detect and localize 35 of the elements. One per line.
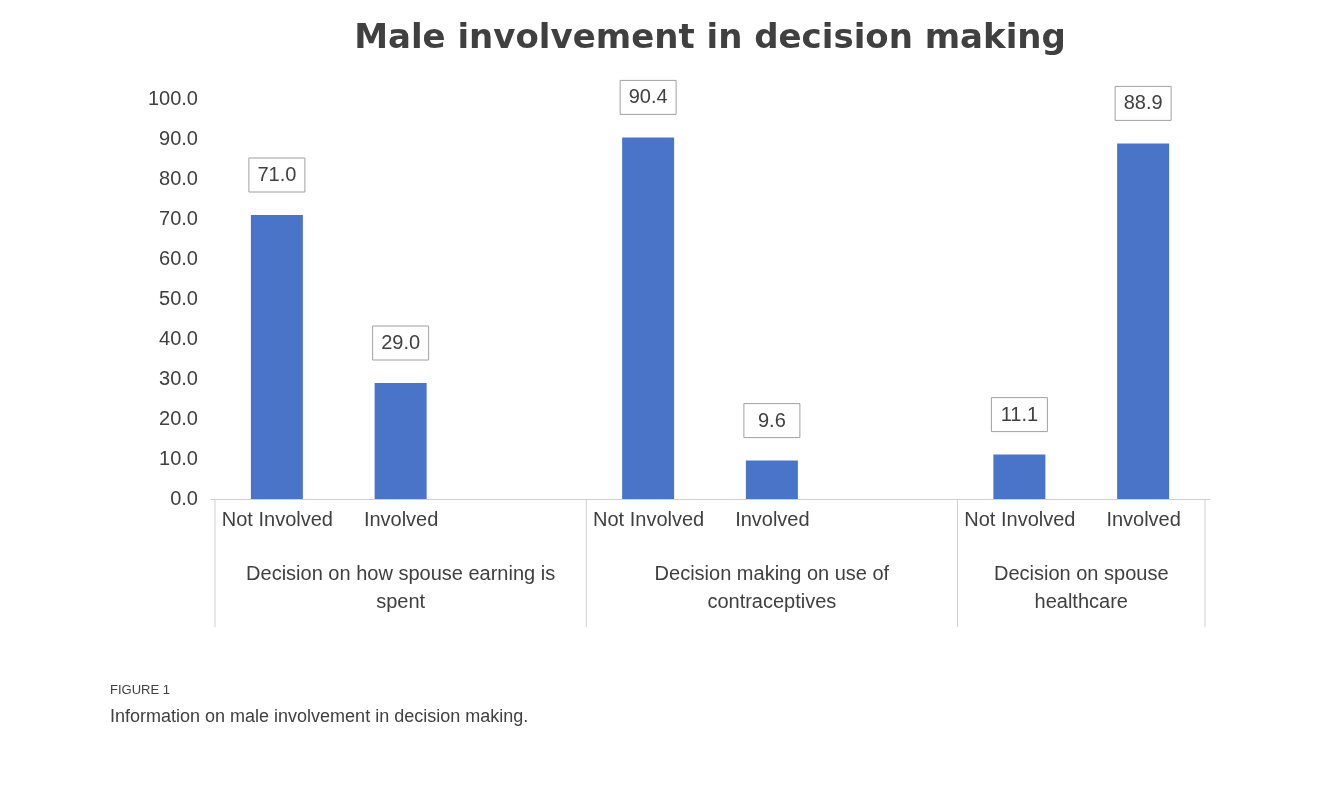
bar — [1117, 143, 1170, 499]
text: Information on male involvement in decision making. — [110, 706, 529, 726]
x-tick-label: Involved — [1106, 507, 1181, 530]
y-tick-label: 30.0 — [159, 367, 198, 389]
text: Decision on how spouse earning is spent — [246, 562, 556, 612]
caption: FIGURE 1 — [110, 682, 170, 697]
bar — [374, 383, 427, 499]
text: Decision making on use of contraceptives — [654, 562, 890, 612]
y-tick-label: 80.0 — [159, 167, 198, 189]
y-tick-label: 70.0 — [159, 207, 198, 229]
y-tick-label: 90.0 — [159, 127, 198, 149]
x-tick-label: Not Involved — [593, 507, 705, 530]
data-label: 71.0 — [257, 163, 297, 185]
x-tick-label: Not Involved — [964, 507, 1076, 530]
y-tick-label: 0.0 — [170, 487, 198, 509]
x-tick-label: Involved — [363, 507, 439, 530]
y-tick-label: 50.0 — [159, 287, 198, 309]
data-label: 88.9 — [1123, 91, 1163, 114]
data-label: 11.1 — [1000, 402, 1039, 425]
text: Decision on spouse healthcare — [993, 562, 1169, 612]
bar — [622, 137, 675, 499]
x-tick-label: Not Involved — [221, 507, 333, 530]
bar — [993, 454, 1046, 499]
y-tick-label: 10.0 — [159, 447, 198, 469]
data-label: 90.4 — [628, 85, 668, 108]
chart-title: Male involvement in decision making — [354, 15, 1066, 56]
x-tick-label: Involved — [735, 507, 810, 530]
y-tick-label: 60.0 — [159, 247, 198, 269]
y-tick-label: 40.0 — [159, 327, 198, 349]
data-label: 9.6 — [757, 408, 786, 431]
y-tick-label: 100.0 — [147, 87, 198, 109]
bar — [745, 460, 798, 499]
bar — [250, 215, 303, 499]
y-tick-label: 20.0 — [159, 407, 198, 429]
data-label: 29.0 — [381, 331, 421, 353]
